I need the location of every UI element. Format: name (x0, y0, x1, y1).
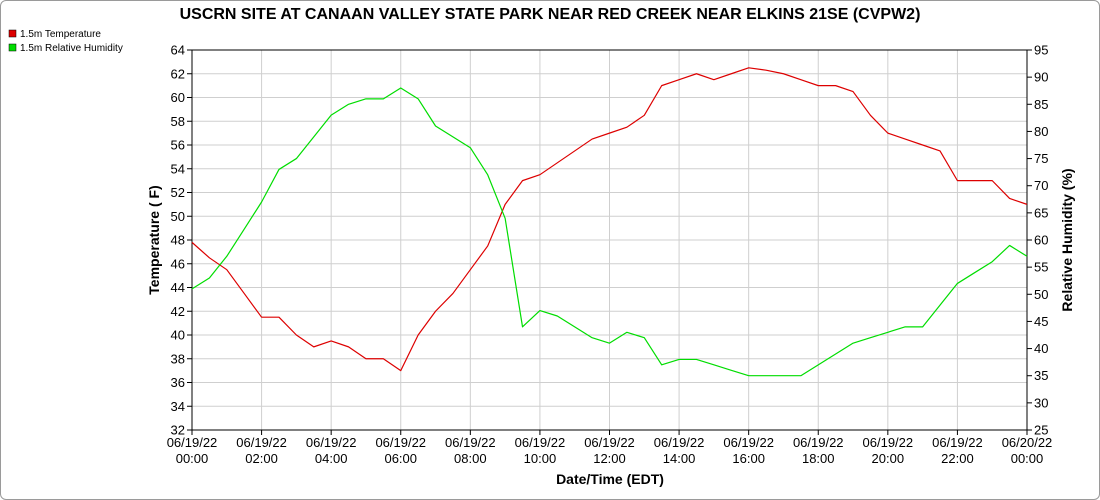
humidity-series-line (191, 87, 1028, 377)
y-tick-label: 62 (171, 66, 185, 81)
axes (187, 49, 1032, 435)
y-tick-label: 44 (171, 280, 185, 295)
y-tick-label: 46 (171, 256, 185, 271)
y2-tick-label: 40 (1034, 341, 1048, 356)
series-lines (191, 67, 1028, 377)
grid-lines (191, 49, 1028, 431)
x-tick-date: 06/19/22 (515, 435, 566, 450)
y2-axis-title: Relative Humidity (%) (1059, 168, 1075, 311)
x-tick-date: 06/19/22 (236, 435, 287, 450)
y2-tick-label: 30 (1034, 395, 1048, 410)
chart-title: USCRN SITE AT CANAAN VALLEY STATE PARK N… (180, 6, 921, 23)
y2-tick-label: 95 (1034, 43, 1048, 58)
x-tick-time: 00:00 (176, 451, 209, 466)
x-tick-time: 00:00 (1011, 451, 1044, 466)
y-tick-label: 42 (171, 304, 185, 319)
x-tick-date: 06/19/22 (932, 435, 983, 450)
legend-temperature-swatch (8, 29, 17, 38)
y2-tick-label: 85 (1034, 97, 1048, 112)
x-tick-date: 06/19/22 (584, 435, 635, 450)
y2-tick-label: 70 (1034, 178, 1048, 193)
y-tick-label: 64 (171, 43, 185, 58)
x-tick-date: 06/19/22 (723, 435, 774, 450)
y2-tick-label: 55 (1034, 260, 1048, 275)
y-axis-title: Temperature ( F) (146, 185, 162, 294)
legend-humidity-label: 1.5m Relative Humidity (20, 43, 123, 54)
x-tick-time: 12:00 (593, 451, 626, 466)
x-tick-time: 04:00 (315, 451, 348, 466)
y2-tick-label: 80 (1034, 124, 1048, 139)
left-axis-ticks: 32 34 36 38 40 42 44 46 48 50 52 54 56 58 60 62 64 (171, 43, 185, 438)
x-tick-date: 06/19/22 (445, 435, 496, 450)
legend: 1.5m Temperature 1.5m Relative Humidity (8, 29, 123, 54)
legend-humidity-swatch (8, 43, 17, 52)
x-tick-time: 22:00 (941, 451, 974, 466)
right-axis-ticks: 25 30 35 40 45 50 55 60 65 70 75 80 85 90 95 (1034, 43, 1048, 438)
x-tick-time: 10:00 (524, 451, 557, 466)
x-tick-time: 06:00 (384, 451, 417, 466)
x-tick-time: 14:00 (663, 451, 696, 466)
y2-tick-label: 75 (1034, 151, 1048, 166)
x-tick-date: 06/19/22 (863, 435, 914, 450)
x-tick-time: 02:00 (245, 451, 278, 466)
y-tick-label: 32 (171, 423, 185, 438)
y2-tick-label: 90 (1034, 70, 1048, 85)
temperature-series-line (191, 67, 1028, 372)
y2-tick-label: 50 (1034, 287, 1048, 302)
y-tick-label: 40 (171, 328, 185, 343)
y-tick-label: 58 (171, 114, 185, 129)
y-tick-label: 50 (171, 209, 185, 224)
y-tick-label: 60 (171, 90, 185, 105)
x-tick-time: 16:00 (732, 451, 765, 466)
x-tick-time: 18:00 (802, 451, 835, 466)
x-axis-ticks: 06/19/2200:0006/19/2202:0006/19/2204:000… (167, 435, 1053, 466)
x-tick-date: 06/19/22 (793, 435, 844, 450)
y-tick-label: 38 (171, 351, 185, 366)
x-tick-time: 20:00 (872, 451, 905, 466)
legend-temperature-label: 1.5m Temperature (20, 29, 101, 40)
y2-tick-label: 25 (1034, 423, 1048, 438)
x-tick-time: 08:00 (454, 451, 487, 466)
x-tick-date: 06/19/22 (167, 435, 218, 450)
y2-tick-label: 65 (1034, 205, 1048, 220)
y-tick-label: 56 (171, 138, 185, 153)
x-tick-date: 06/19/22 (306, 435, 357, 450)
x-tick-date: 06/20/22 (1002, 435, 1053, 450)
y-tick-label: 52 (171, 185, 185, 200)
y-tick-label: 34 (171, 399, 185, 414)
x-tick-date: 06/19/22 (375, 435, 426, 450)
x-axis-title: Date/Time (EDT) (556, 471, 664, 487)
y-tick-label: 36 (171, 375, 185, 390)
y2-tick-label: 45 (1034, 314, 1048, 329)
y2-tick-label: 35 (1034, 368, 1048, 383)
plot-border (191, 49, 1028, 431)
y-tick-label: 54 (171, 161, 185, 176)
y2-tick-label: 60 (1034, 233, 1048, 248)
y-tick-label: 48 (171, 233, 185, 248)
x-tick-date: 06/19/22 (654, 435, 705, 450)
